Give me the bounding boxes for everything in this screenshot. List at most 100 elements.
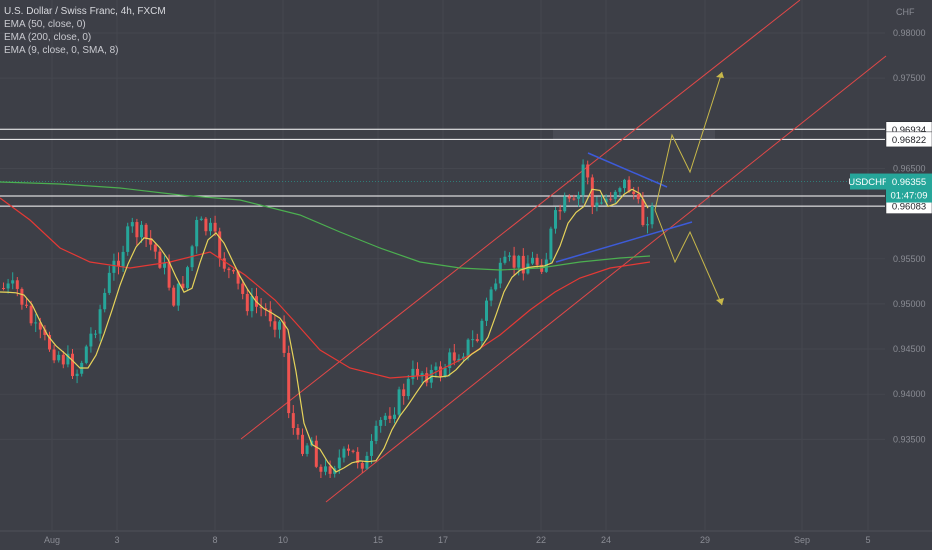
candle-body (236, 271, 240, 284)
candle-body (199, 218, 203, 220)
triangle-upper-trendline[interactable] (587, 152, 668, 188)
candle-body (176, 283, 180, 306)
candle-body (52, 349, 56, 361)
candle-body (572, 198, 576, 200)
legend-ema-50[interactable]: EMA (50, close, 0) (4, 19, 86, 30)
candle-body (600, 202, 603, 204)
candle-body (264, 308, 268, 310)
time-tick-label: 24 (601, 535, 611, 545)
candle-body (135, 222, 139, 238)
candle-body (107, 272, 111, 293)
supply-zone (553, 129, 715, 140)
candle-body (324, 466, 327, 472)
candle-body (650, 206, 654, 225)
candle-body (232, 270, 235, 272)
candle-body (485, 300, 488, 321)
time-tick-label: Aug (44, 535, 60, 545)
legend-ema-200[interactable]: EMA (200, close, 0) (4, 32, 92, 43)
candle-body (287, 352, 291, 414)
candle-body (567, 196, 571, 199)
candle-body (337, 457, 341, 469)
bullish-projection-path[interactable] (654, 71, 723, 211)
legend-ema-9[interactable]: EMA (9, close, 0, SMA, 8) (4, 45, 119, 56)
candle-body (2, 288, 5, 289)
candle-body (480, 320, 484, 342)
candle-body (356, 451, 360, 464)
price-tick-label: 0.96500 (893, 163, 926, 173)
current-price-box (886, 173, 932, 203)
supply-demand-zones (553, 129, 715, 207)
ema-50-line (0, 197, 651, 379)
price-tick-label: 0.95500 (893, 254, 926, 264)
candle-body (581, 164, 585, 196)
candle-body (57, 354, 61, 361)
horizontal-levels[interactable] (0, 128, 885, 207)
candle-body (521, 255, 525, 274)
time-tick-label: 29 (700, 535, 710, 545)
candle-body (43, 329, 47, 335)
candle-body (360, 463, 364, 469)
candle-body (558, 210, 562, 212)
ema-200-line (0, 181, 651, 271)
time-tick-label: 17 (438, 535, 448, 545)
price-tick-label: 0.94500 (893, 344, 926, 354)
projection-paths[interactable] (654, 71, 724, 306)
level-price-label: 0.96934 (892, 125, 926, 136)
price-tick-label: 0.98000 (893, 28, 926, 38)
price-labels: 0.969340.968220.961950.96083USDCHF0.9635… (848, 121, 932, 214)
candle-body (452, 352, 456, 361)
candle-body (494, 283, 498, 290)
candle-body (291, 413, 295, 429)
candle-body (213, 222, 217, 232)
candle-body (328, 466, 332, 474)
candle-body (439, 366, 442, 377)
candle-body (563, 196, 567, 212)
time-axis[interactable]: Aug 3 8 10 15 17 22 24 29 Sep 5 (0, 530, 932, 545)
candle-body (149, 238, 153, 245)
candle-body (636, 194, 640, 200)
candle-body (314, 440, 318, 467)
candle-body (66, 353, 70, 365)
ema-lines (0, 181, 651, 473)
trend-channel[interactable] (240, 0, 887, 503)
candle-body (503, 256, 507, 263)
candle-body (186, 267, 189, 288)
legend-title[interactable]: U.S. Dollar / Swiss Franc, 4h, FXCM (4, 6, 166, 17)
candle-body (209, 222, 212, 232)
candle-body (204, 218, 208, 232)
candle-body (508, 255, 511, 257)
candle-body (577, 195, 580, 199)
bearish-projection-path[interactable] (654, 209, 723, 306)
candle-body (365, 455, 369, 469)
candle-body (278, 321, 281, 330)
candle-body (11, 280, 15, 284)
triangle-lower-trendline[interactable] (555, 221, 693, 263)
price-axis[interactable]: CHF 0.98000 0.97500 0.96500 0.95500 0.95000 0… (893, 7, 926, 444)
candle-body (172, 287, 176, 306)
candle-body (425, 373, 429, 383)
candle-body (167, 262, 171, 288)
currency-label: CHF (896, 7, 915, 17)
candle-body (25, 304, 28, 306)
candle-body (282, 321, 286, 353)
candle-body (383, 415, 387, 420)
triangle-trendlines[interactable] (555, 152, 693, 263)
candle-body (158, 251, 162, 268)
candle-body (406, 378, 410, 397)
price-tick-label: 0.94000 (893, 389, 926, 399)
channel-upper-line[interactable] (240, 0, 801, 440)
bar-countdown-label: 01:47:09 (891, 191, 928, 202)
candle-body (94, 333, 97, 335)
candle-body (195, 219, 199, 247)
candle-body (549, 228, 553, 260)
candle-body (153, 244, 157, 252)
ema-9-line (0, 188, 649, 473)
candle-body (89, 333, 93, 347)
time-tick-label: 8 (212, 535, 217, 545)
channel-lower-line[interactable] (325, 55, 887, 503)
candle-body (609, 198, 613, 200)
candle-body (535, 257, 539, 265)
symbol-tag-label: USDCHF (848, 177, 888, 188)
